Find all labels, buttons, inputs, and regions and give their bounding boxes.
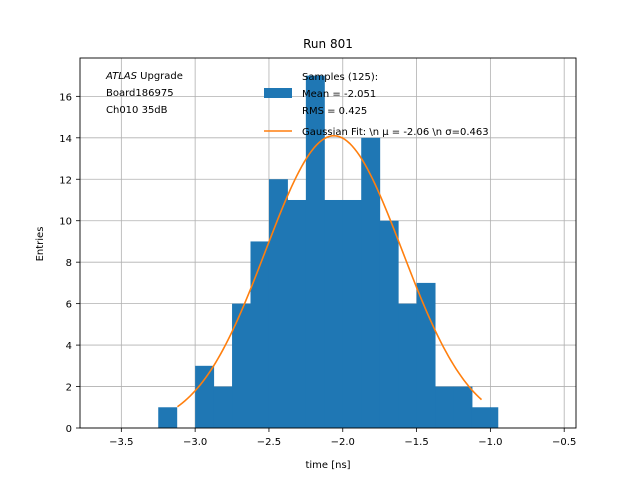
- histogram-bar: [305, 75, 325, 428]
- info-text-line: ATLAS Upgrade: [105, 71, 183, 82]
- histogram-bar: [342, 199, 362, 428]
- x-tick-label: −2.5: [257, 437, 281, 448]
- info-text-line: Ch010 35dB: [106, 105, 168, 116]
- histogram-bar: [398, 303, 418, 428]
- axes: −3.5 −3.0 −2.5 −2.0 −1.5 −1.0 −0.5 0 2 4 6 8 10 12 14 1…: [59, 57, 577, 448]
- y-tick-label: 14: [59, 134, 72, 145]
- legend-label-fit: Gaussian Fit: \n μ = -2.06 \n σ=0.463: [302, 127, 489, 138]
- x-tick-label: −1.0: [478, 437, 502, 448]
- y-tick-label: 16: [59, 92, 72, 103]
- info-italic-word: ATLAS: [105, 71, 138, 82]
- legend-label-samples: RMS = 0.425: [302, 106, 367, 117]
- y-tick-label: 0: [66, 424, 72, 435]
- histogram-bar: [490, 407, 499, 428]
- legend-label-samples: Mean = -2.051: [302, 89, 376, 100]
- histogram-bar: [435, 386, 454, 428]
- y-tick-label: 10: [59, 217, 72, 228]
- histogram-bar: [158, 407, 178, 428]
- y-tick-label: 8: [66, 258, 72, 269]
- gaussian-fit-line: [176, 134, 483, 408]
- x-tick-label: −0.5: [552, 437, 576, 448]
- x-tick-label: −3.5: [109, 437, 133, 448]
- x-axis-label: time [ns]: [305, 460, 350, 471]
- histogram-bar: [268, 179, 288, 428]
- histogram-bar: [250, 241, 270, 428]
- histogram-bar: [324, 199, 344, 428]
- plot-frame: [79, 57, 577, 429]
- info-text-rest: Upgrade: [137, 71, 183, 82]
- legend-swatch-samples: [264, 88, 292, 98]
- chart-title: Run 801: [303, 37, 353, 51]
- legend-label-samples: Samples (125):: [302, 72, 378, 83]
- x-tick-label: −1.5: [404, 437, 428, 448]
- histogram-bar: [287, 199, 307, 428]
- histogram-bars: [158, 75, 499, 428]
- info-annotation: ATLAS Upgrade Board186975 Ch010 35dB: [105, 71, 183, 116]
- histogram-bar: [379, 220, 399, 428]
- histogram-bar: [471, 407, 491, 428]
- y-tick-label: 2: [66, 383, 72, 394]
- histogram-bar: [213, 386, 233, 428]
- y-tick-label: 12: [59, 175, 72, 186]
- legend: Samples (125): Mean = -2.051 RMS = 0.425…: [264, 72, 489, 138]
- histogram-bar: [361, 137, 381, 428]
- y-tick-label: 4: [66, 341, 72, 352]
- histogram-bar: [195, 365, 215, 428]
- x-tick-label: −2.0: [331, 437, 355, 448]
- histogram-bar: [416, 282, 436, 428]
- info-text-line: Board186975: [106, 88, 174, 99]
- histogram-bar: [232, 303, 251, 428]
- histogram-bar: [453, 386, 473, 428]
- gaussian-fit-curve: [176, 134, 483, 408]
- y-tick-label: 6: [66, 300, 72, 311]
- x-tick-label: −3.0: [183, 437, 207, 448]
- y-axis-label: Entries: [35, 227, 46, 262]
